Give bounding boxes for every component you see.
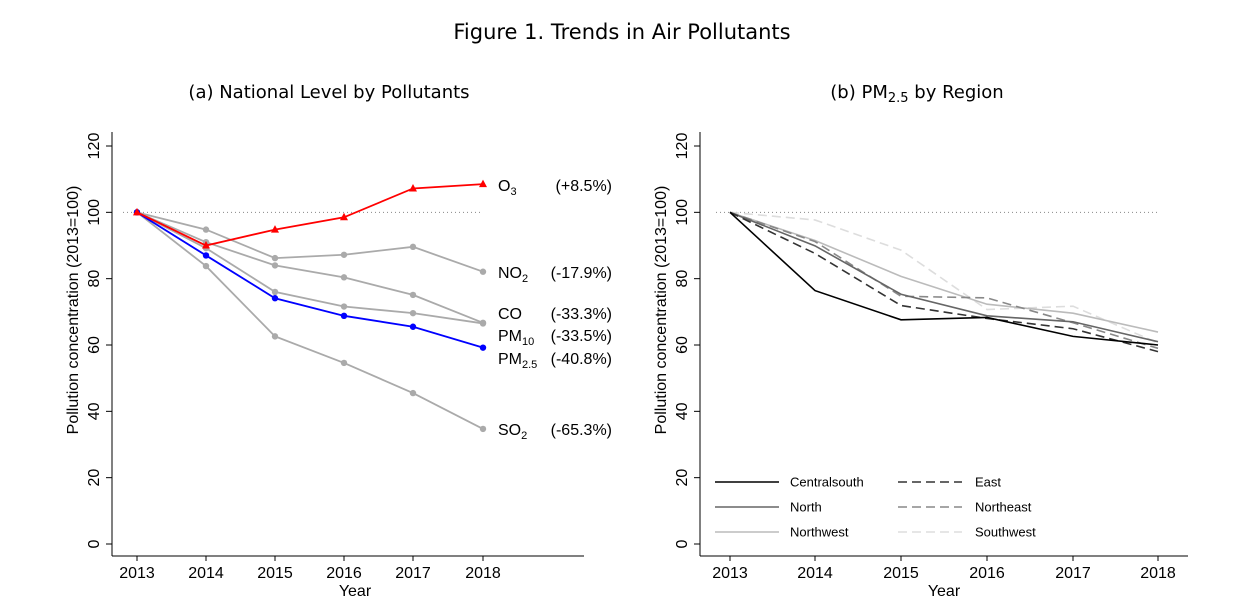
x-tick-label: 2014	[188, 565, 224, 582]
y-tick-label: 40	[674, 402, 691, 420]
y-tick-label: 100	[674, 199, 691, 226]
series-change-o3: (+8.5%)	[556, 178, 612, 195]
y-tick-label: 20	[86, 469, 103, 487]
series-line-northeast	[729, 211, 1159, 350]
series-line-north	[729, 211, 1159, 343]
x-tick-label: 2016	[326, 565, 362, 582]
panel-b-title: (b) PM2.5 by Region	[830, 82, 1003, 106]
legend-label: Southwest	[975, 525, 1036, 540]
point-so2	[202, 262, 210, 270]
y-tick-label: 60	[86, 336, 103, 354]
series-line-east	[729, 211, 1159, 353]
point-no2	[202, 226, 210, 233]
series-change-so2: (-65.3%)	[551, 422, 612, 439]
x-tick-label: 2015	[883, 565, 919, 582]
figure-title: Figure 1. Trends in Air Pollutants	[453, 20, 791, 44]
panel-b-y-title: Pollution concentration (2013=100)	[653, 186, 670, 435]
point-co	[479, 319, 487, 326]
point-so2	[479, 425, 487, 433]
series-label-so2: SO2	[498, 422, 527, 442]
y-tick-label: 20	[674, 469, 691, 487]
point-o3	[133, 207, 141, 216]
series-line-no2	[136, 211, 484, 273]
legend-label: East	[975, 475, 1001, 490]
point-no2	[409, 243, 417, 251]
point-pm25	[479, 344, 487, 351]
panel-a-y-title: Pollution concentration (2013=100)	[65, 186, 82, 435]
x-tick-label: 2017	[395, 565, 431, 582]
x-tick-label: 2014	[797, 565, 833, 582]
point-so2	[271, 333, 279, 340]
series-label-co: CO	[498, 306, 522, 323]
panel-a-title: (a) National Level by Pollutants	[188, 82, 469, 103]
legend-label: Northeast	[975, 500, 1032, 515]
point-pm10	[340, 303, 348, 310]
series-change-co: (-33.3%)	[551, 306, 612, 323]
x-tick-label: 2013	[712, 565, 748, 582]
y-tick-label: 40	[86, 402, 103, 420]
series-label-o3: O3	[498, 178, 517, 198]
series-line-centralsouth	[729, 211, 1159, 346]
panel-b-legend: Centralsouth East North Northeast Northwest S…	[715, 475, 1036, 540]
series-line-southwest	[729, 211, 1159, 344]
series-change-no2: (-17.9%)	[551, 265, 612, 282]
point-co	[409, 291, 417, 299]
panel-b-x-title: Year	[928, 583, 961, 600]
point-o3	[409, 183, 417, 192]
x-tick-label: 2018	[465, 565, 501, 582]
point-pm25	[202, 252, 210, 259]
x-tick-label: 2018	[1140, 565, 1176, 582]
series-change-pm10: (-33.5%)	[551, 328, 612, 345]
point-co	[340, 274, 348, 281]
point-pm10	[271, 288, 279, 296]
series-line-o3	[136, 183, 484, 247]
panel-a-x-title: Year	[339, 583, 372, 600]
x-tick-label: 2017	[1055, 565, 1091, 582]
y-tick-label: 120	[86, 133, 103, 160]
y-tick-label: 100	[86, 199, 103, 226]
point-o3	[271, 225, 279, 233]
point-no2	[271, 254, 279, 262]
point-o3	[479, 179, 487, 188]
series-line-pm10	[136, 211, 484, 325]
x-tick-label: 2016	[969, 565, 1005, 582]
panel-b-regions: (b) PM2.5 by Region Pollution concentrat…	[653, 82, 1188, 600]
point-so2	[340, 359, 348, 367]
series-change-pm25: (-40.8%)	[551, 351, 612, 368]
point-pm10	[409, 309, 417, 317]
y-tick-label: 0	[86, 539, 103, 548]
y-tick-label: 120	[674, 133, 691, 160]
point-o3	[202, 241, 210, 249]
series-label-pm10: PM10	[498, 328, 534, 348]
series-label-no2: NO2	[498, 265, 528, 285]
point-co	[271, 262, 279, 269]
legend-label: North	[790, 500, 822, 515]
point-pm25	[409, 323, 417, 330]
legend-label: Centralsouth	[790, 475, 864, 490]
y-tick-label: 80	[86, 270, 103, 288]
y-tick-label: 0	[674, 539, 691, 548]
point-pm25	[340, 312, 348, 320]
point-pm25	[271, 295, 279, 302]
point-so2	[409, 389, 417, 397]
series-line-co	[136, 211, 484, 324]
legend-label: Northwest	[790, 525, 849, 540]
point-no2	[479, 268, 487, 275]
series-line-so2	[136, 211, 484, 430]
point-o3	[340, 212, 348, 221]
x-tick-label: 2013	[119, 565, 155, 582]
panel-a-national: (a) National Level by Pollutants Polluti…	[65, 82, 612, 600]
y-tick-label: 60	[674, 336, 691, 354]
series-label-pm25: PM2.5	[498, 351, 537, 371]
series-line-pm25	[136, 211, 484, 349]
x-tick-label: 2015	[257, 565, 293, 582]
y-tick-label: 80	[674, 270, 691, 288]
point-no2	[340, 251, 348, 258]
